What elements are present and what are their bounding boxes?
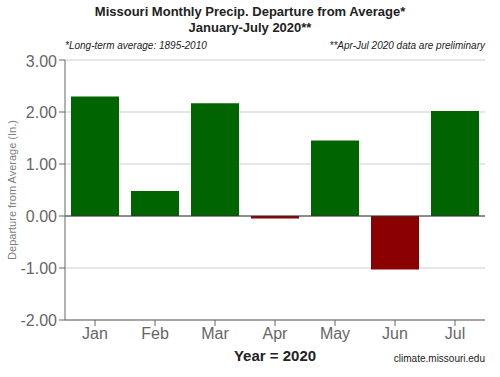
html-text:Year = 2020: Year = 2020 — [233, 347, 317, 364]
svg-text:Jun: Jun — [382, 325, 408, 342]
svg-text:Jul: Jul — [445, 325, 465, 342]
svg-text:Feb: Feb — [141, 325, 169, 342]
svg-text:3.00: 3.00 — [26, 53, 57, 70]
svg-text:-2.00: -2.00 — [21, 312, 58, 329]
html-text:January-July 2020**: January-July 2020** — [188, 20, 312, 35]
html-text:**Apr-Jul 2020 data are prelim: **Apr-Jul 2020 data are preliminary — [329, 40, 485, 51]
html-text:Missouri Monthly Precip. Depar: Missouri Monthly Precip. Departure from … — [94, 4, 406, 19]
html-text:climate.missouri.edu: climate.missouri.edu — [393, 353, 485, 364]
svg-text:Departure from Average (In.): Departure from Average (In.) — [8, 120, 18, 260]
svg-text:0.00: 0.00 — [26, 208, 57, 225]
svg-text:-1.00: -1.00 — [21, 260, 58, 277]
svg-text:May: May — [320, 325, 350, 342]
html-text:*Long-term average: 1895-2010: *Long-term average: 1895-2010 — [65, 40, 207, 51]
svg-text:2.00: 2.00 — [26, 104, 57, 121]
svg-text:Apr: Apr — [263, 325, 289, 342]
svg-text:Jan: Jan — [82, 325, 108, 342]
svg-text:Mar: Mar — [201, 325, 229, 342]
svg-text:1.00: 1.00 — [26, 156, 57, 173]
